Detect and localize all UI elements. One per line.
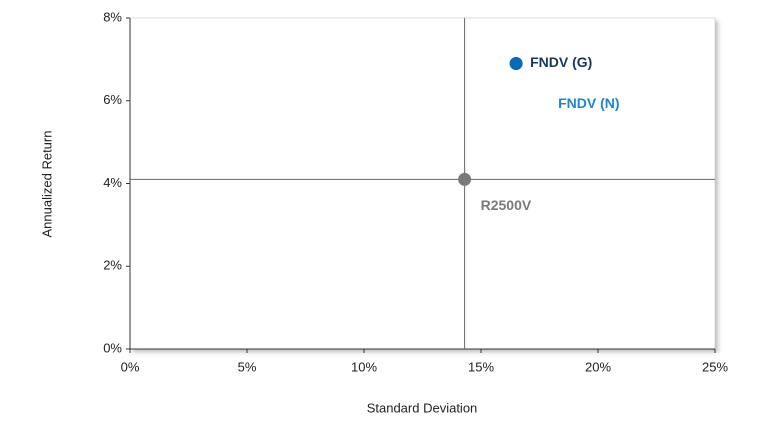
point-label: FNDV (G) (530, 54, 592, 70)
point (458, 172, 472, 186)
x-tick-label: 5% (238, 359, 257, 374)
y-axis-label: Annualized Return (39, 131, 54, 238)
y-tick-label: 6% (103, 92, 122, 107)
plot-area (129, 17, 716, 350)
y-tick-label: 0% (103, 340, 122, 355)
y-tick-label: 4% (103, 175, 122, 190)
x-tick-label: 20% (585, 359, 611, 374)
x-tick-label: 10% (351, 359, 377, 374)
x-axis-label: Standard Deviation (367, 400, 478, 415)
x-tick-label: 0% (121, 359, 140, 374)
point-label: R2500V (481, 197, 532, 213)
y-tick-label: 2% (103, 258, 122, 273)
point-label: FNDV (N) (558, 95, 619, 111)
x-tick-label: 15% (468, 359, 494, 374)
y-tick-label: 8% (103, 9, 122, 24)
point (509, 57, 523, 71)
x-tick-label: 25% (702, 359, 728, 374)
